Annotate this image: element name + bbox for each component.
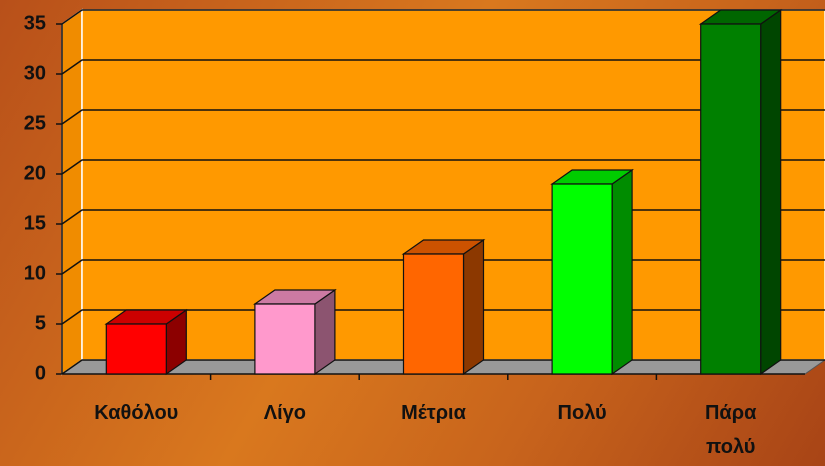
bar-face bbox=[254, 303, 316, 375]
bar-face bbox=[611, 168, 633, 376]
x-tick-label: Καθόλου bbox=[94, 402, 179, 424]
bar-face bbox=[462, 238, 485, 376]
side-wall bbox=[61, 8, 83, 376]
y-tick-label: 0 bbox=[35, 362, 46, 384]
bar-face bbox=[551, 183, 613, 375]
bar-face bbox=[700, 23, 762, 375]
bar bbox=[550, 168, 635, 376]
y-tick-label: 25 bbox=[24, 112, 46, 134]
y-tick-label: 20 bbox=[24, 162, 46, 184]
grid-line bbox=[61, 159, 825, 175]
bar-face bbox=[760, 8, 782, 376]
x-tick-label: Λίγο bbox=[263, 402, 307, 424]
grid-line bbox=[61, 9, 825, 25]
bar-face bbox=[402, 253, 465, 375]
y-tick-label: 10 bbox=[24, 262, 46, 284]
grid-line bbox=[61, 109, 825, 125]
y-tick-label: 35 bbox=[24, 12, 46, 34]
bar-face bbox=[105, 323, 167, 375]
bar bbox=[252, 288, 337, 376]
y-tick-label: 5 bbox=[35, 312, 46, 334]
y-tick-label: 30 bbox=[24, 62, 46, 84]
grid-line bbox=[61, 59, 825, 75]
y-tick-label: 15 bbox=[24, 212, 46, 234]
x-tick-label: Μέτρια bbox=[401, 402, 466, 424]
bar bbox=[698, 8, 783, 376]
bar bbox=[401, 238, 486, 376]
bar bbox=[104, 308, 189, 376]
x-tick-label: Πάρα πολύ bbox=[704, 402, 757, 458]
x-tick-label: Πολύ bbox=[557, 402, 607, 424]
